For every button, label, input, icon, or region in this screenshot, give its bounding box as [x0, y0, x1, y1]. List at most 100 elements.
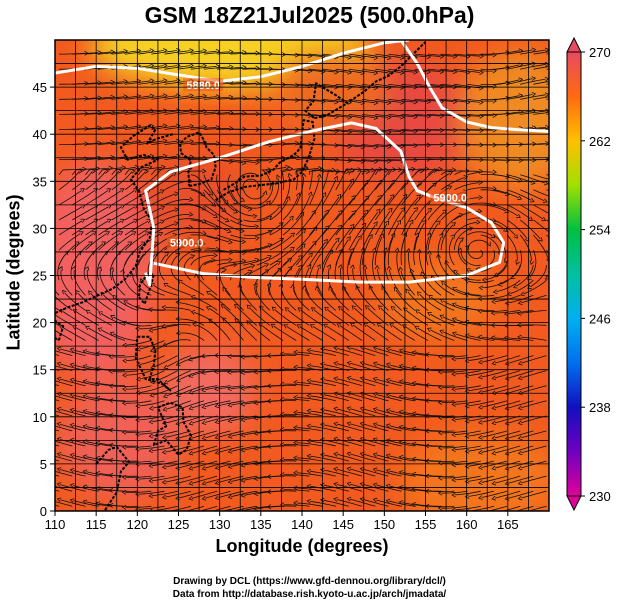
streamline: [493, 189, 519, 199]
streamline-arrow: [503, 335, 509, 341]
streamline: [493, 64, 520, 70]
streamline: [153, 385, 178, 396]
streamline: [55, 350, 73, 356]
streamline: [310, 455, 336, 462]
streamline: [283, 413, 310, 417]
streamline: [309, 212, 327, 236]
streamline: [467, 83, 494, 87]
streamline-arrow: [279, 487, 285, 493]
streamline-arrow: [276, 260, 281, 266]
streamline: [454, 98, 481, 103]
streamline-arrow: [373, 221, 378, 227]
streamline: [520, 49, 546, 55]
streamline-arrow: [398, 470, 404, 475]
streamline-arrow: [316, 173, 322, 179]
streamline-arrow: [31, 392, 35, 396]
streamline-arrow: [437, 445, 443, 451]
streamline-arrow: [31, 482, 35, 486]
streamline-arrow: [400, 207, 406, 212]
streamline: [296, 83, 323, 87]
streamline: [199, 260, 212, 281]
streamline: [151, 209, 176, 221]
streamline: [453, 222, 478, 236]
streamline: [152, 400, 178, 409]
streamline: [244, 445, 270, 451]
streamline-arrow: [110, 155, 115, 160]
streamline-arrow: [411, 350, 417, 355]
streamline-arrow: [121, 444, 127, 450]
streamline: [322, 129, 349, 133]
streamline-arrow: [368, 285, 374, 290]
colorbar-min-arrow: [566, 495, 582, 512]
streamline-arrow: [413, 207, 419, 212]
streamline-arrow: [491, 299, 496, 305]
streamline: [508, 400, 534, 409]
streamline: [282, 214, 303, 236]
streamline: [414, 170, 435, 191]
streamline: [454, 460, 481, 466]
streamline-arrow: [553, 235, 557, 239]
streamline: [283, 98, 310, 102]
streamline-arrow: [190, 309, 196, 315]
streamline: [415, 458, 442, 462]
streamline-arrow: [479, 128, 484, 133]
streamline: [138, 80, 164, 85]
streamline: [164, 141, 191, 145]
streamline: [362, 159, 389, 162]
streamline: [293, 267, 301, 296]
streamline-arrow: [131, 168, 136, 174]
streamline: [244, 400, 270, 405]
streamline-arrow: [276, 174, 281, 180]
streamline-arrow: [69, 468, 75, 473]
streamline: [404, 326, 429, 341]
streamline-arrow: [464, 279, 470, 284]
streamline: [283, 504, 310, 507]
chart-title: GSM 18Z21Jul2025 (500.0hPa): [144, 2, 475, 28]
streamline-arrow: [296, 324, 302, 329]
streamline-arrow: [373, 70, 379, 76]
streamline: [183, 256, 192, 281]
streamline: [230, 144, 257, 147]
streamline: [282, 231, 304, 251]
streamline: [530, 265, 547, 288]
streamline: [414, 198, 433, 221]
streamline: [292, 287, 310, 311]
streamline-arrow: [372, 422, 378, 427]
streamline: [527, 505, 547, 511]
streamline-arrow: [557, 197, 561, 201]
streamline-arrow: [82, 499, 88, 505]
contour-label: 5880.0: [186, 80, 220, 92]
streamline-arrow: [478, 449, 483, 455]
streamline-arrow: [310, 307, 316, 312]
streamline-arrow: [436, 253, 441, 258]
streamline: [322, 144, 349, 147]
streamline-arrow: [432, 182, 438, 187]
streamline-arrow: [326, 264, 332, 269]
streamline: [125, 340, 152, 346]
streamline-arrow: [464, 478, 470, 484]
streamline: [296, 502, 323, 507]
streamline: [151, 50, 178, 55]
streamline-arrow: [104, 168, 110, 174]
streamline: [467, 231, 493, 237]
streamline: [153, 284, 178, 296]
streamline: [217, 159, 244, 164]
streamline-arrow: [163, 364, 169, 370]
streamline: [203, 127, 230, 130]
streamline: [267, 270, 280, 296]
x-tick-label: 140: [291, 517, 313, 532]
streamline: [521, 460, 547, 469]
streamline-arrow: [416, 194, 421, 199]
streamline: [401, 98, 428, 102]
streamline: [388, 182, 407, 206]
streamline: [388, 169, 407, 191]
y-axis-label: Latitude (degrees): [3, 194, 24, 351]
streamline-arrow: [559, 157, 563, 161]
streamline: [55, 440, 73, 447]
streamline-arrow: [221, 317, 227, 322]
streamline: [151, 65, 178, 70]
streamline-arrow: [271, 306, 277, 312]
streamline-arrow: [262, 190, 268, 196]
coastline-6: [55, 319, 65, 341]
streamline: [125, 322, 152, 327]
